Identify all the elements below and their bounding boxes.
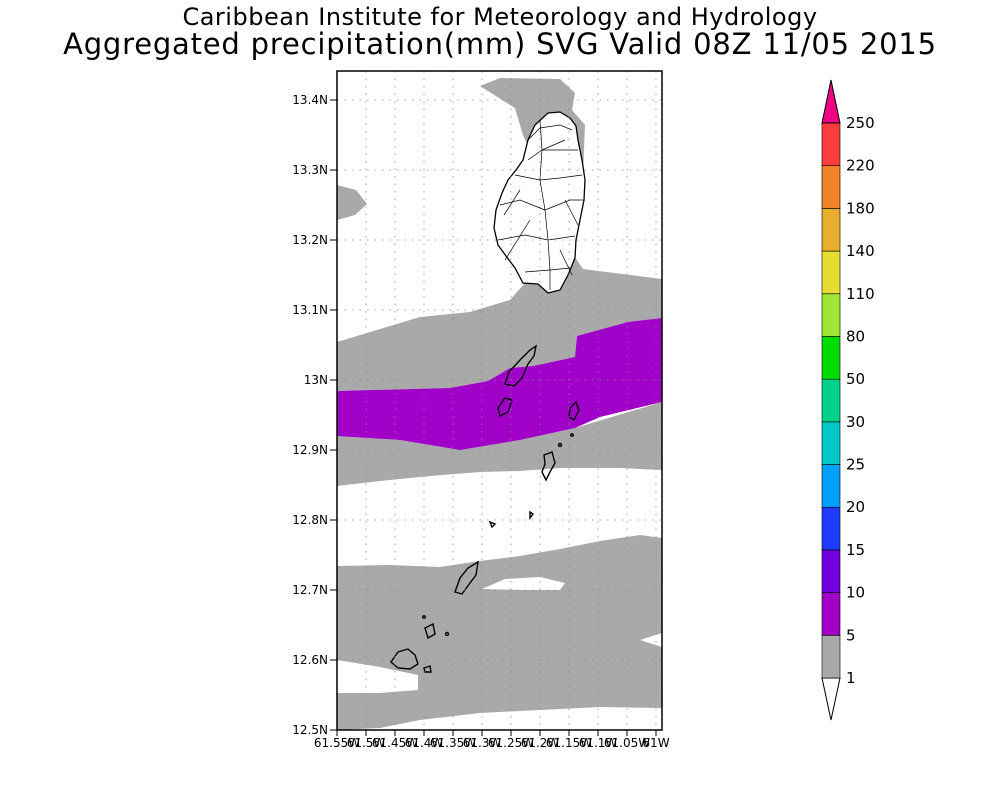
islet-2 [570,433,574,437]
lat-label: 13.4N [292,93,328,107]
colorbar-segment [821,165,841,209]
colorbar-segment [821,336,841,380]
colorbar-segment [821,506,841,551]
watershed-lines [497,119,583,290]
island-baliceaux [568,400,580,421]
map-gridlines [337,71,662,730]
island-mayreau [488,520,497,529]
island-petite-martinique [423,665,432,673]
latitude-axis [330,99,337,731]
lat-label: 13N [304,373,328,387]
islet-4 [422,615,426,619]
colorbar-label: 30 [846,413,865,431]
precip-area-1-5mm-south [337,535,662,730]
lat-label: 12.7N [292,583,328,597]
colorbar-label: 180 [846,199,875,217]
colorbar-segment [821,549,841,593]
colorbar-top-arrow [821,79,841,124]
st-vincent-island [493,111,586,294]
colorbar-label: 140 [846,242,875,260]
colorbar-label: 110 [846,285,875,303]
island-petit-st-vincent [424,622,436,640]
island-tobago-cays [529,510,535,521]
island-mustique-group [497,397,513,418]
lon-label: 61.1W [579,736,618,750]
latitude-labels: 12.5N 12.6N 12.7N 12.8N 12.9N 13N 13.1N … [292,93,328,737]
product-title: Aggregated precipitation(mm) SVG Valid 0… [63,27,937,61]
map-panel [337,71,662,730]
island-bequia [504,344,538,387]
colorbar-label: 25 [846,456,865,474]
lon-label: 61.35W [430,736,476,750]
longitude-labels: 61.55W 61.5W 61.45W 61.4W 61.35W 61.3W 6… [314,736,670,750]
colorbar-label: 15 [846,541,865,559]
island-canouan [541,451,556,482]
lon-label: 61.45W [372,736,418,750]
lon-label: 61.15W [546,736,592,750]
colorbar-segment [821,464,841,508]
colorbar-segment [821,592,841,636]
lat-label: 12.8N [292,513,328,527]
colorbar-segment [821,378,841,423]
lon-label: 61.4W [405,736,444,750]
colorbar-label: 5 [846,626,856,644]
colorbar-label: 250 [846,114,875,132]
colorbar-label: 10 [846,584,865,602]
precip-area-5-10mm [337,318,662,450]
grenadine-islands [390,344,580,673]
colorbar-label: 220 [846,157,875,175]
colorbar-segment [821,208,841,252]
islet-3 [444,631,450,637]
institute-title: Caribbean Institute for Meteorology and … [182,3,818,31]
dry-gap-south-pocket [482,577,565,590]
map-frame [336,70,663,731]
lat-label: 12.6N [292,653,328,667]
colorbar-segment [821,635,841,679]
colorbar-segment [821,293,841,337]
colorbar-label: 80 [846,327,865,345]
lat-label: 13.3N [292,163,328,177]
colorbar-segment [821,122,841,166]
lat-label: 12.5N [292,723,328,737]
lat-label: 13.2N [292,233,328,247]
colorbar-bottom-arrow [821,677,841,721]
lat-label: 12.9N [292,443,328,457]
lon-label: 61.2W [521,736,560,750]
dry-gap-southwest-strip [337,660,418,693]
islet-1 [557,442,563,448]
lat-label: 13.1N [292,303,328,317]
lon-label: 61.3W [463,736,502,750]
island-union [454,560,479,595]
lon-label: 61.55W [314,736,360,750]
colorbar-label: 50 [846,370,865,388]
precip-area-1-5mm-central [337,402,662,486]
lon-label: 61.05W [604,736,650,750]
colorbar-segment [821,421,841,465]
longitude-axis [336,730,657,736]
island-carriacou [390,648,419,670]
precip-area-1-5mm-west-patch [337,185,367,220]
colorbar-label: 1 [846,669,856,687]
colorbar-segment [821,250,841,295]
dry-gap-southeast-wedge [640,633,662,647]
colorbar-label: 20 [846,498,865,516]
lon-label: 61.5W [347,736,386,750]
lon-label: 61.25W [488,736,534,750]
lon-label: 61W [642,736,669,750]
